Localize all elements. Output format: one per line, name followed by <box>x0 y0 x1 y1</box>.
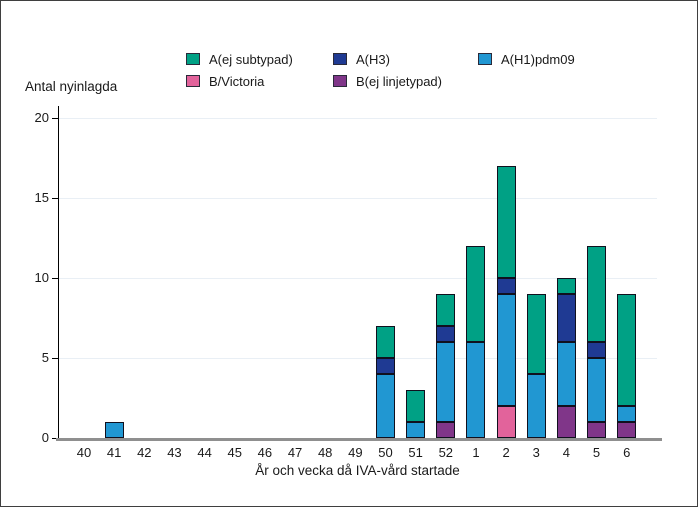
legend-item-b-ej-linjetypad-: B(ej linjetypad) <box>333 73 442 89</box>
gridline-y-5 <box>58 358 657 359</box>
legend-swatch-icon <box>478 53 492 65</box>
bar-50-A(H1)pdm09 <box>376 374 395 438</box>
x-tick-label-43: 43 <box>167 445 182 460</box>
bar-52-A(H3) <box>436 326 456 342</box>
bar-6-A(ej subtypad) <box>617 294 637 406</box>
bar-2-A(H3) <box>496 278 516 294</box>
gridline-y-15 <box>58 198 657 199</box>
x-axis-title: År och vecka då IVA-vård startade <box>255 463 460 478</box>
legend-label: B(ej linjetypad) <box>356 73 442 89</box>
bar-3-A(H1)pdm09 <box>526 374 546 438</box>
bar-52-A(ej subtypad) <box>436 294 456 326</box>
y-tick-15 <box>52 198 58 199</box>
x-tick-label-4: 4 <box>562 445 570 460</box>
legend-label: A(H1)pdm09 <box>501 51 575 67</box>
y-axis-title: Antal nyinlagda <box>25 79 118 94</box>
bar-2-A(H1)pdm09 <box>496 294 516 406</box>
bar-3-A(ej subtypad) <box>526 294 546 374</box>
bar-50-A(H3) <box>376 358 395 374</box>
bar-52-A(H1)pdm09 <box>436 342 456 422</box>
bar-52-B(ej linjetypad) <box>436 422 456 438</box>
x-tick-label-52: 52 <box>438 445 454 460</box>
x-tick-label-3: 3 <box>532 445 540 460</box>
bar-4-A(ej subtypad) <box>556 278 576 294</box>
legend-swatch-icon <box>186 75 200 87</box>
x-tick-label-51: 51 <box>408 445 423 460</box>
legend-item-a-h1-pdm09: A(H1)pdm09 <box>478 51 575 67</box>
y-tick-label-10: 10 <box>34 270 49 285</box>
bar-51-A(ej subtypad) <box>406 390 426 422</box>
bar-4-B(ej linjetypad) <box>556 406 576 438</box>
legend-label: A(ej subtypad) <box>209 51 293 67</box>
y-axis-line <box>58 106 59 438</box>
x-tick-label-5: 5 <box>592 445 601 460</box>
x-tick-label-50: 50 <box>378 445 393 460</box>
x-tick-label-45: 45 <box>227 445 242 460</box>
bar-5-A(H1)pdm09 <box>587 358 607 422</box>
bar-6-A(H1)pdm09 <box>617 406 637 422</box>
legend-swatch-icon <box>333 75 347 87</box>
legend-swatch-icon <box>333 53 347 65</box>
y-tick-label-20: 20 <box>34 110 49 125</box>
bar-6-B(ej linjetypad) <box>617 422 637 438</box>
bar-1-A(H1)pdm09 <box>466 342 486 438</box>
legend-label: A(H3) <box>356 51 390 67</box>
bar-2-A(ej subtypad) <box>496 166 516 278</box>
legend-item-a-ej-subtypad-: A(ej subtypad) <box>186 51 293 67</box>
bar-50-A(ej subtypad) <box>376 326 395 358</box>
legend-label: B/Victoria <box>209 73 265 89</box>
x-tick-label-40: 40 <box>76 445 92 460</box>
bar-41-A(H1)pdm09 <box>104 422 124 438</box>
y-tick-5 <box>52 358 58 359</box>
bar-2-B/Victoria <box>496 406 516 438</box>
bar-4-A(H3) <box>556 294 576 342</box>
x-tick-label-42: 42 <box>137 445 152 460</box>
x-tick-label-47: 47 <box>287 445 303 460</box>
bar-5-A(H3) <box>587 342 607 358</box>
bar-4-A(H1)pdm09 <box>556 342 576 406</box>
bar-1-A(ej subtypad) <box>466 246 486 342</box>
x-tick-label-46: 46 <box>257 445 273 460</box>
gridline-y-10 <box>58 278 657 279</box>
x-tick-label-44: 44 <box>197 445 212 460</box>
y-tick-10 <box>52 278 58 279</box>
x-tick-label-49: 49 <box>348 445 363 460</box>
bar-5-B(ej linjetypad) <box>587 422 607 438</box>
legend-item-a-h3-: A(H3) <box>333 51 390 67</box>
gridline-y-20 <box>58 118 657 119</box>
y-tick-label-15: 15 <box>34 190 49 205</box>
x-tick-label-41: 41 <box>106 445 122 460</box>
legend-item-b-victoria: B/Victoria <box>186 73 264 89</box>
bar-51-A(H1)pdm09 <box>406 422 426 438</box>
y-tick-label-0: 0 <box>41 430 49 445</box>
x-axis-line <box>56 438 662 441</box>
legend-swatch-icon <box>186 53 200 65</box>
y-tick-20 <box>52 118 58 119</box>
x-tick-label-1: 1 <box>472 445 480 460</box>
y-tick-label-5: 5 <box>41 350 49 365</box>
x-tick-label-6: 6 <box>623 445 631 460</box>
bar-5-A(ej subtypad) <box>587 246 607 342</box>
x-tick-label-2: 2 <box>502 445 510 460</box>
x-tick-label-48: 48 <box>317 445 333 460</box>
y-tick-0 <box>52 438 58 439</box>
